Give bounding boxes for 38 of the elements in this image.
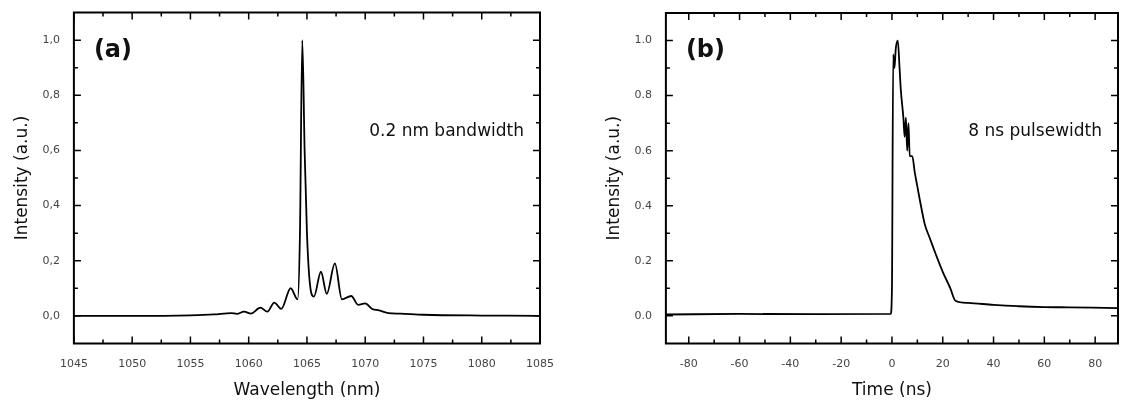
- y-tick-label: 0.2: [634, 253, 652, 267]
- y-tick-label: 0,8: [42, 88, 60, 102]
- y-tick-label: 0.8: [634, 88, 652, 102]
- x-axis-title: Wavelength (nm): [233, 379, 381, 400]
- x-tick-label: 1085: [526, 356, 554, 370]
- x-tick-label: 80: [1088, 356, 1103, 370]
- x-tick-label: 1060: [234, 356, 263, 370]
- annotation: 0.2 nm bandwidth: [369, 119, 524, 140]
- x-tick-label: 0: [888, 356, 896, 370]
- y-tick-label: 0.0: [634, 308, 652, 322]
- y-tick-label: 0.6: [634, 143, 652, 157]
- y-tick-label: 1.0: [634, 33, 652, 47]
- y-tick-label: 0.4: [634, 198, 652, 212]
- y-tick-label: 0,0: [42, 308, 60, 322]
- x-tick-label: 1075: [409, 356, 438, 370]
- annotation: (a): [93, 34, 133, 63]
- x-axis-title: Time (ns): [850, 379, 932, 400]
- x-tick-label: 20: [935, 356, 950, 370]
- x-tick-label: 60: [1037, 356, 1052, 370]
- x-tick-label: 1080: [467, 356, 496, 370]
- x-tick-label: 40: [986, 356, 1001, 370]
- y-axis-title: Intensity (a.u.): [602, 115, 623, 241]
- x-tick-label: 1070: [351, 356, 380, 370]
- y-axis-title: Intensity (a.u.): [10, 115, 31, 241]
- annotation: (b): [685, 35, 726, 64]
- y-tick-label: 0,4: [42, 198, 60, 212]
- y-tick-label: 1,0: [42, 33, 60, 47]
- x-tick-label: 1055: [176, 356, 205, 370]
- x-tick-label: 1050: [118, 356, 147, 370]
- x-tick-label: -40: [781, 356, 800, 370]
- annotation: 8 ns pulsewidth: [968, 119, 1102, 140]
- x-tick-label: -60: [730, 356, 749, 370]
- y-tick-label: 0,6: [42, 143, 60, 157]
- y-tick-label: 0,2: [42, 253, 60, 267]
- x-tick-label: 1065: [292, 356, 321, 370]
- x-tick-label: -80: [679, 356, 698, 370]
- x-tick-label: -20: [832, 356, 851, 370]
- x-tick-label: 1045: [59, 356, 88, 370]
